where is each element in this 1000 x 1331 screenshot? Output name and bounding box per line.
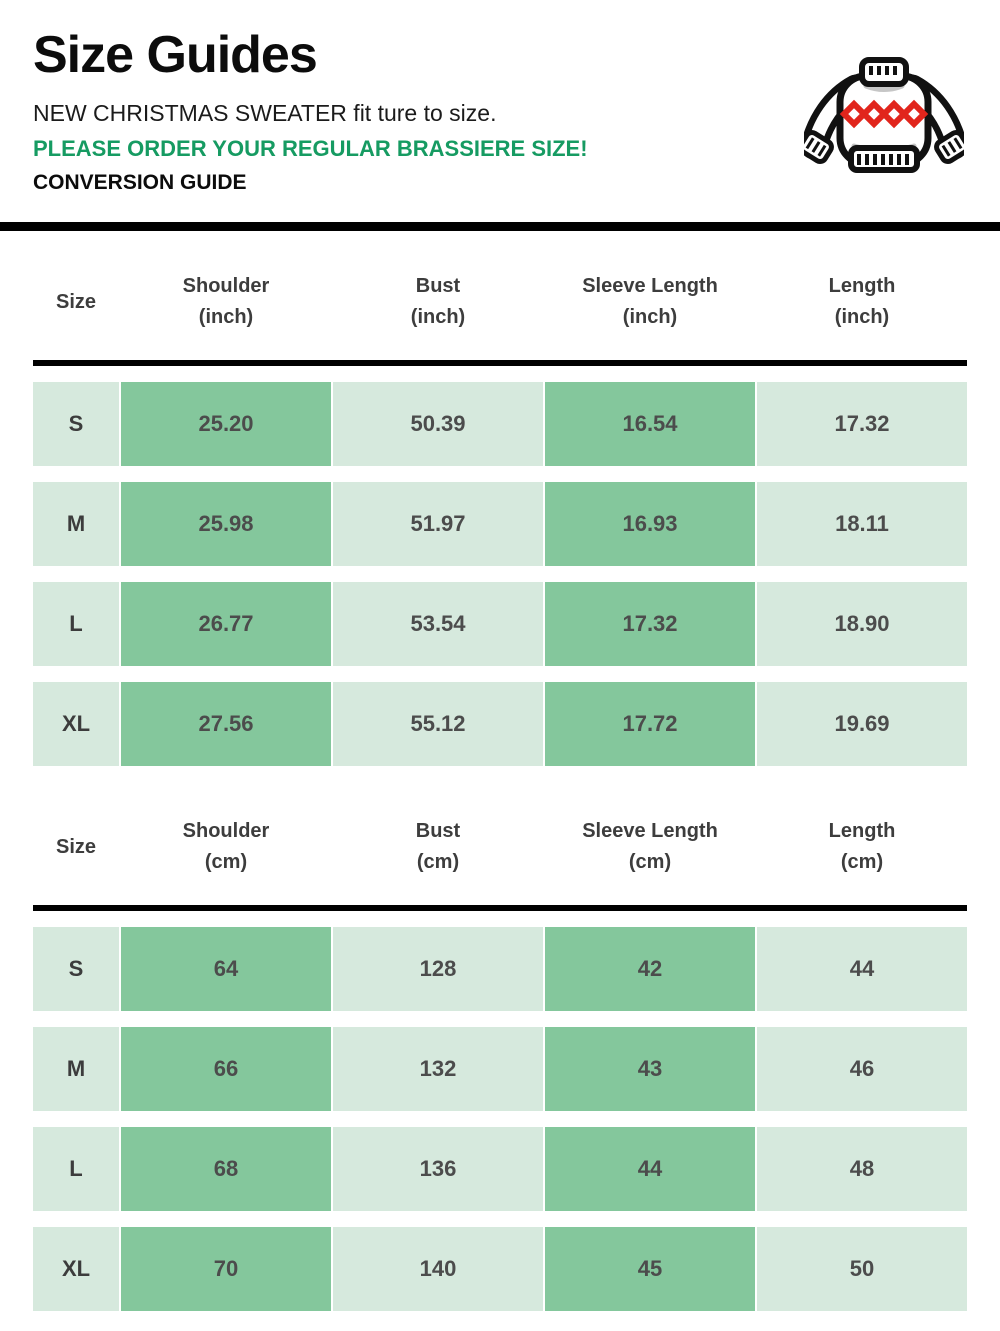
value-cell: 128 (333, 927, 543, 1011)
table-header-row: Size Shoulder (inch) Bust (inch) Sleeve Lengt… (33, 231, 967, 360)
column-header-label: Bust (415, 275, 461, 297)
value-cell: 140 (333, 1227, 543, 1311)
value-cell: 42 (545, 927, 755, 1011)
value-cell: 17.32 (545, 582, 755, 666)
value-cell: 43 (545, 1027, 755, 1111)
column-header-unit: (inch) (410, 306, 466, 328)
column-header-label: Size (55, 835, 97, 858)
size-cell: XL (33, 682, 119, 766)
size-cell: L (33, 582, 119, 666)
value-cell: 25.98 (121, 482, 331, 566)
column-header-label: Sleeve Length (582, 820, 718, 842)
column-header-label: Size (55, 290, 97, 313)
table-row: L 68 136 44 48 (33, 1127, 967, 1211)
order-warning: PLEASE ORDER YOUR REGULAR BRASSIERE SIZE… (33, 135, 588, 161)
value-cell: 68 (121, 1127, 331, 1211)
value-cell: 66 (121, 1027, 331, 1111)
fit-note: NEW CHRISTMAS SWEATER fit ture to size. (33, 99, 497, 126)
christmas-sweater-icon (798, 54, 970, 199)
column-header: Sleeve Length (inch) (545, 271, 755, 333)
value-cell: 45 (545, 1227, 755, 1311)
size-table-inch: Size Shoulder (inch) Bust (inch) Sleeve Lengt… (33, 231, 967, 766)
column-header-unit: (inch) (198, 306, 254, 328)
value-cell: 136 (333, 1127, 543, 1211)
column-header: Bust (cm) (333, 816, 543, 878)
table-row: S 64 128 42 44 (33, 927, 967, 1011)
column-header-label: Length (828, 820, 896, 842)
column-header: Length (cm) (757, 816, 967, 878)
value-cell: 50 (757, 1227, 967, 1311)
table-header-row: Size Shoulder (cm) Bust (cm) Sleeve Length (cm… (33, 776, 967, 905)
column-header-unit: (inch) (834, 306, 890, 328)
column-header: Shoulder (cm) (121, 816, 331, 878)
value-cell: 25.20 (121, 382, 331, 466)
tables-area: Size Shoulder (inch) Bust (inch) Sleeve Lengt… (0, 231, 1000, 1311)
value-cell: 19.69 (757, 682, 967, 766)
value-cell: 18.90 (757, 582, 967, 666)
value-cell: 55.12 (333, 682, 543, 766)
header-divider-bar (0, 222, 1000, 231)
value-cell: 53.54 (333, 582, 543, 666)
value-cell: 50.39 (333, 382, 543, 466)
table-row: XL 70 140 45 50 (33, 1227, 967, 1311)
table-header-rule (33, 360, 967, 366)
table-row: L 26.77 53.54 17.32 18.90 (33, 582, 967, 666)
column-header-label: Length (828, 275, 896, 297)
column-header: Size (33, 832, 119, 863)
column-header-label: Shoulder (182, 275, 270, 297)
column-header: Size (33, 287, 119, 318)
value-cell: 51.97 (333, 482, 543, 566)
diamond-pattern (839, 99, 929, 129)
column-header-unit: (cm) (840, 851, 884, 873)
header-text-block: Size Guides NEW CHRISTMAS SWEATER fit tu… (33, 24, 588, 195)
value-cell: 17.32 (757, 382, 967, 466)
size-cell: M (33, 482, 119, 566)
column-header-label: Bust (415, 820, 461, 842)
column-header-unit: (inch) (622, 306, 678, 328)
column-header-label: Shoulder (182, 820, 270, 842)
value-cell: 16.54 (545, 382, 755, 466)
table-row: M 66 132 43 46 (33, 1027, 967, 1111)
header: Size Guides NEW CHRISTMAS SWEATER fit tu… (0, 0, 1000, 199)
value-cell: 132 (333, 1027, 543, 1111)
table-row: XL 27.56 55.12 17.72 19.69 (33, 682, 967, 766)
value-cell: 64 (121, 927, 331, 1011)
value-cell: 48 (757, 1127, 967, 1211)
size-cell: L (33, 1127, 119, 1211)
value-cell: 44 (757, 927, 967, 1011)
value-cell: 16.93 (545, 482, 755, 566)
column-header-label: Sleeve Length (582, 275, 718, 297)
value-cell: 26.77 (121, 582, 331, 666)
column-header: Bust (inch) (333, 271, 543, 333)
table-body: S 25.20 50.39 16.54 17.32 M 25.98 51.97 16.93 18… (33, 382, 967, 766)
value-cell: 44 (545, 1127, 755, 1211)
value-cell: 70 (121, 1227, 331, 1311)
table-row: M 25.98 51.97 16.93 18.11 (33, 482, 967, 566)
size-cell: S (33, 382, 119, 466)
size-cell: S (33, 927, 119, 1011)
table-header-rule (33, 905, 967, 911)
value-cell: 46 (757, 1027, 967, 1111)
column-header: Shoulder (inch) (121, 271, 331, 333)
column-header: Length (inch) (757, 271, 967, 333)
value-cell: 18.11 (757, 482, 967, 566)
table-body: S 64 128 42 44 M 66 132 43 46 L 68 136 44 48 XL 70 140… (33, 927, 967, 1311)
column-header-unit: (cm) (416, 851, 460, 873)
value-cell: 27.56 (121, 682, 331, 766)
page-title: Size Guides (33, 26, 318, 84)
column-header: Sleeve Length (cm) (545, 816, 755, 878)
size-table-cm: Size Shoulder (cm) Bust (cm) Sleeve Length (cm… (33, 776, 967, 1311)
conversion-guide-label: CONVERSION GUIDE (33, 170, 247, 194)
column-header-unit: (cm) (628, 851, 672, 873)
size-cell: M (33, 1027, 119, 1111)
size-cell: XL (33, 1227, 119, 1311)
table-row: S 25.20 50.39 16.54 17.32 (33, 382, 967, 466)
column-header-unit: (cm) (204, 851, 248, 873)
value-cell: 17.72 (545, 682, 755, 766)
